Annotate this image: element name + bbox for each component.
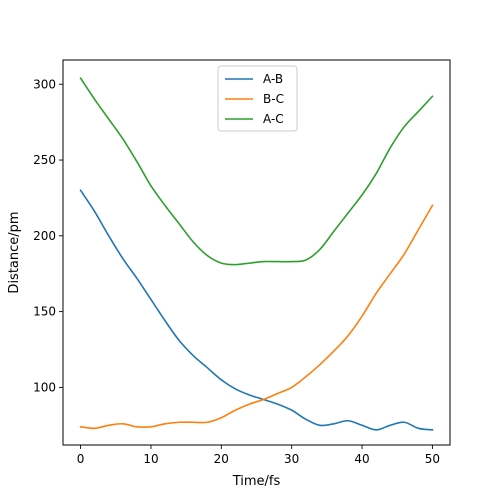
legend-label-b-c: B-C (263, 92, 284, 106)
y-tick-label: 200 (33, 229, 56, 243)
y-axis-label: Distance/pm (7, 211, 22, 293)
series-line-b-c (79, 204, 434, 430)
y-axis: 100 150 200 250 300 (33, 77, 63, 394)
y-tick-label: 250 (33, 153, 56, 167)
x-axis-label: Time/fs (232, 474, 281, 489)
series-layer (79, 77, 434, 431)
x-tick-label: 40 (354, 452, 369, 466)
y-tick-label: 300 (33, 77, 56, 91)
series-line-a-b (79, 189, 434, 431)
y-tick-label: 150 (33, 305, 56, 319)
legend-label-a-c: A-C (263, 112, 284, 126)
plot-frame (62, 59, 451, 446)
x-tick-label: 10 (143, 452, 158, 466)
x-axis: 0 10 20 30 40 50 (77, 445, 440, 466)
y-tick-label: 100 (33, 380, 56, 394)
legend-label-a-b: A-B (263, 72, 283, 86)
x-tick-label: 50 (425, 452, 440, 466)
legend-box (217, 65, 298, 132)
x-tick-label: 30 (284, 452, 299, 466)
x-tick-label: 0 (77, 452, 85, 466)
series-line-a-c (79, 77, 434, 266)
x-tick-label: 20 (214, 452, 229, 466)
legend: A-B B-C A-C (217, 65, 298, 132)
